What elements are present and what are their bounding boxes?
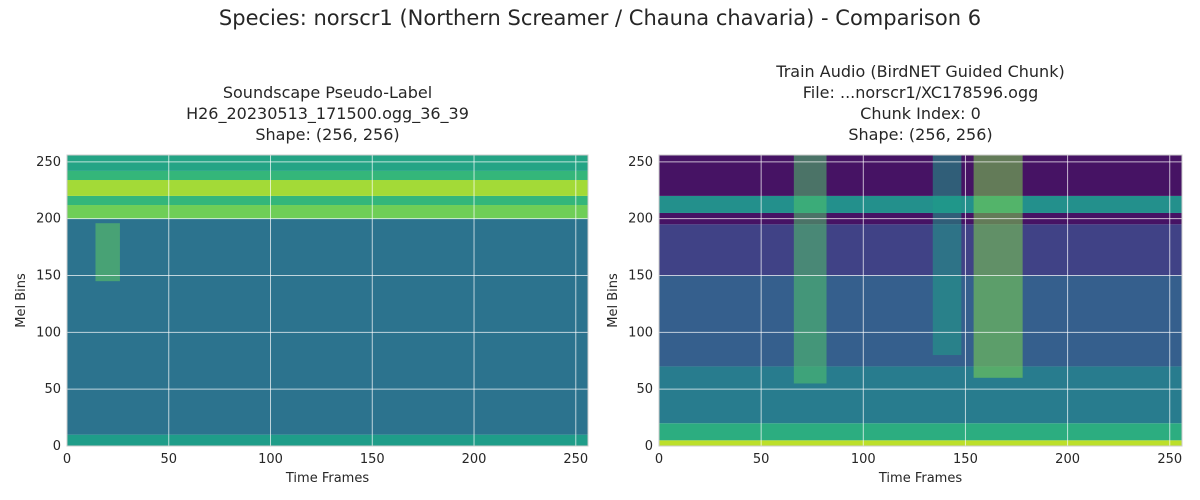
- y-tick-label: 100: [628, 325, 653, 340]
- y-tick-label: 100: [36, 325, 61, 340]
- x-tick-label: 100: [258, 452, 283, 467]
- y-tick-label: 250: [628, 155, 653, 170]
- x-tick-label: 200: [462, 452, 487, 467]
- x-tick-label: 50: [753, 452, 770, 467]
- y-tick-label: 50: [44, 382, 61, 397]
- heatmap-event: [973, 155, 1023, 378]
- heatmap-band: [659, 440, 1182, 446]
- left-spectrogram-panel: 0 50 100 150 200 250 0 50 100 150 200 250 Time Frame…: [14, 83, 589, 486]
- y-tick-label: 200: [36, 212, 61, 227]
- heatmap-band: [659, 366, 1182, 424]
- x-axis-label: Time Frames: [285, 471, 369, 486]
- figure-suptitle: Species: norscr1 (Northern Screamer / Ch…: [219, 6, 981, 30]
- x-tick-label: 150: [360, 452, 385, 467]
- x-tick-label: 250: [1157, 452, 1182, 467]
- heatmap-band: [67, 180, 588, 196]
- heatmap-event: [793, 155, 827, 384]
- x-tick-label: 50: [160, 452, 177, 467]
- panel-title-line: Chunk Index: 0: [860, 104, 981, 123]
- panel-title-line: Soundscape Pseudo-Label: [223, 83, 432, 102]
- plot-frame: [66, 154, 589, 447]
- y-axis-label: Mel Bins: [606, 273, 621, 328]
- right-spectrogram-panel: 0 50 100 150 200 250 0 50 100 150 200 250 Time Frame…: [606, 62, 1183, 486]
- y-tick-label: 150: [628, 268, 653, 283]
- panel-title-line: Train Audio (BirdNET Guided Chunk): [775, 62, 1064, 81]
- heatmap-band: [67, 195, 588, 206]
- heatmap-band: [67, 170, 588, 181]
- x-tick-label: 100: [851, 452, 876, 467]
- panel-title-line: Shape: (256, 256): [255, 125, 399, 144]
- y-tick-label: 0: [645, 439, 653, 454]
- y-tick-label: 250: [36, 155, 61, 170]
- y-tick-label: 50: [636, 382, 653, 397]
- heatmap-event: [95, 223, 120, 282]
- y-tick-label: 150: [36, 268, 61, 283]
- heatmap-band: [659, 423, 1182, 441]
- y-tick-label: 200: [628, 212, 653, 227]
- x-tick-label: 200: [1055, 452, 1080, 467]
- panel-title-line: H26_20230513_171500.ogg_36_39: [186, 104, 469, 124]
- plot-frame: [658, 154, 1183, 447]
- heatmap-band: [659, 224, 1182, 276]
- x-tick-label: 0: [63, 452, 71, 467]
- x-tick-label: 0: [655, 452, 663, 467]
- panel-title-line: Shape: (256, 256): [848, 125, 992, 144]
- heatmap-band: [67, 218, 588, 435]
- heatmap-event: [932, 155, 962, 356]
- heatmap-band: [659, 275, 1182, 367]
- panel-title-line: File: ...norscr1/XC178596.ogg: [803, 83, 1039, 102]
- heatmap-band: [67, 155, 588, 171]
- heatmap-band: [659, 155, 1182, 196]
- x-tick-label: 250: [563, 452, 588, 467]
- y-axis-label: Mel Bins: [14, 273, 29, 328]
- y-tick-label: 0: [53, 439, 61, 454]
- x-tick-label: 150: [953, 452, 978, 467]
- heatmap-band: [659, 195, 1182, 213]
- x-axis-label: Time Frames: [878, 471, 962, 486]
- heatmap-band: [67, 205, 588, 219]
- heatmap-band: [67, 434, 588, 446]
